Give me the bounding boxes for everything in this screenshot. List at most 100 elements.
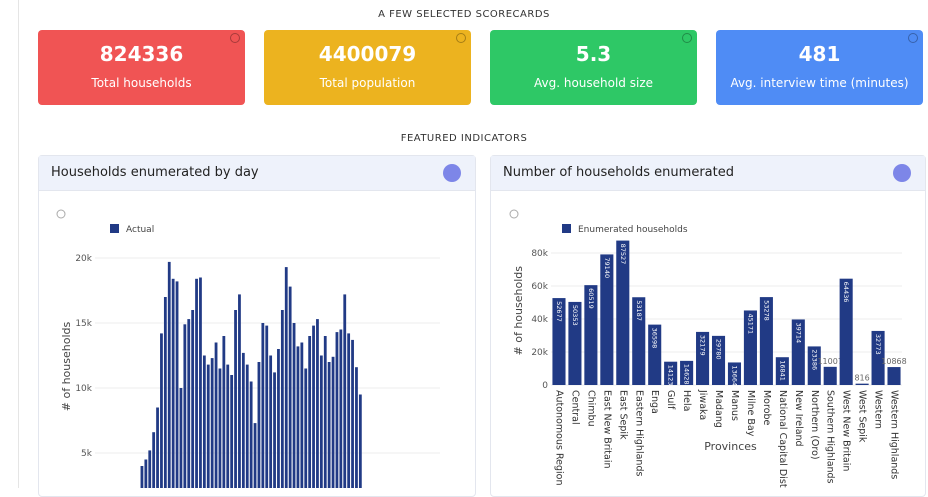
x-tick-label: Northern (Oro) [809,390,820,460]
data-label: 36598 [651,328,659,349]
clock-icon [56,209,66,219]
data-label: 64436 [842,282,850,303]
bar [759,297,773,385]
scorecard-label: Avg. interview time (minutes) [730,76,909,90]
x-tick-label: East New Britain [601,390,612,469]
bar [167,261,171,488]
y-axis-label: # of households [60,322,73,412]
bar [191,310,195,488]
info-button[interactable] [893,164,911,182]
y-tick-label: 20k [531,348,548,358]
data-label: 45171 [746,313,754,334]
bar [280,310,284,488]
data-label: 816 [854,374,869,383]
y-tick-label: 0 [542,381,548,391]
bar [183,324,187,488]
scorecard-label: Total population [319,76,416,90]
bar [743,310,757,385]
bar [648,324,662,385]
bar [327,362,331,488]
bar [292,323,296,488]
data-label: 32773 [874,334,882,355]
bar [312,325,315,488]
y-tick-label: 80k [531,249,548,259]
clock-icon [682,33,692,43]
bar [156,407,159,488]
x-tick-label: Hela [681,390,692,411]
y-axis-label: # of households [512,266,525,356]
bar [347,333,351,488]
y-tick-label: 10k [75,384,92,394]
scorecard: 481 Avg. interview time (minutes) [716,30,923,105]
bar [261,323,265,488]
scorecard-label: Total households [91,76,192,90]
x-tick-label: West Sepik [857,390,868,443]
bar [269,355,273,488]
x-tick-label: Morobe [761,390,772,426]
x-tick-label: Milne Bay [745,390,756,437]
bar [202,355,206,488]
clock-icon [509,209,519,219]
bar [323,336,327,488]
bar [600,254,614,385]
bar [222,336,226,488]
bar [195,278,198,488]
data-label: 10868 [881,357,906,366]
bar [552,298,566,385]
bar [351,339,354,488]
bar [696,331,710,385]
bar [304,368,308,488]
panel-title: Households enumerated by day [39,156,475,191]
bar [206,364,210,488]
x-tick-label: Enga [649,390,660,414]
bar [199,277,202,488]
legend-label: Enumerated households [578,225,688,235]
bar [160,333,163,488]
scorecard-value: 824336 [99,42,184,66]
bar [355,367,358,488]
scorecard: 824336 Total households [38,30,245,105]
bar [257,362,261,488]
scorecard-value: 5.3 [575,42,612,66]
bar [187,319,191,488]
x-tick-label: Gulf [665,390,676,410]
bar [253,423,257,488]
data-label: 29780 [715,339,723,360]
data-label: 32179 [699,335,707,356]
bar [791,319,805,385]
x-tick-label: Madang [713,390,724,428]
bar [210,358,214,488]
x-tick-label: Autonomous Region [553,390,564,485]
x-tick-label: Jiwaka [697,389,708,420]
bar [319,355,323,488]
bar [241,352,245,488]
bar [245,364,249,488]
bar [711,335,726,385]
bar [277,349,280,488]
bar [887,367,901,385]
bar [331,356,335,488]
clock-icon [908,33,918,43]
data-label: 53187 [635,300,643,321]
bar [300,342,304,488]
x-tick-label: Manus [729,390,740,421]
scorecard: 4400079 Total population [264,30,471,105]
x-tick-label: East Sepik [617,390,628,440]
clock-icon [456,33,466,43]
clock-icon [230,33,240,43]
data-label: 52677 [555,301,563,322]
x-tick-label: Western [873,390,884,429]
legend-swatch [562,224,571,233]
bar [230,375,234,488]
bar [775,357,789,385]
bar [839,278,853,385]
x-axis-label: Provinces [704,440,757,453]
info-button[interactable] [443,164,461,182]
data-label: 16841 [778,360,786,381]
bar [316,319,319,488]
data-label: 87527 [619,244,627,265]
data-label: 11007 [817,357,842,366]
data-label: 79140 [603,257,611,278]
x-tick-label: Western Highlands [889,390,900,479]
